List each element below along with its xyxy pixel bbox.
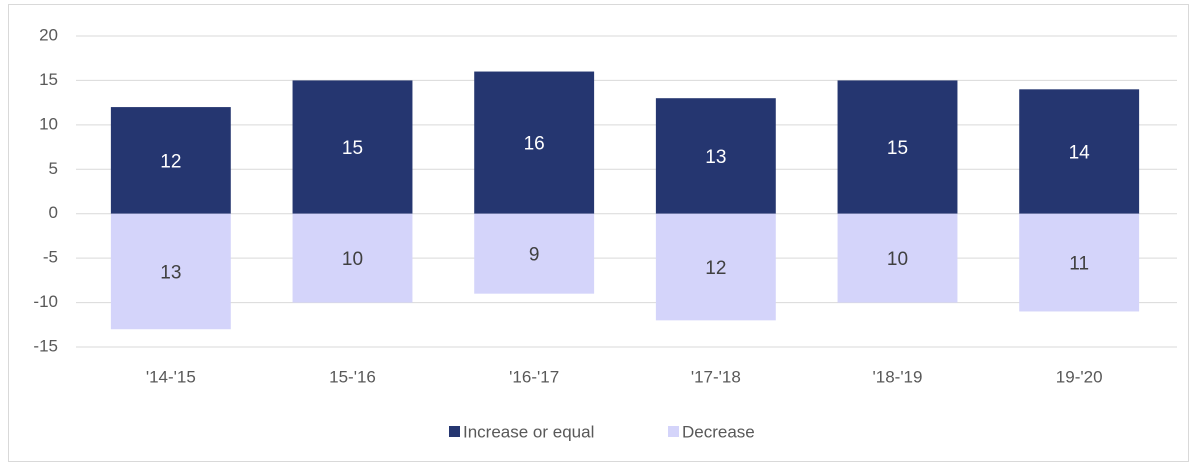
legend-label: Decrease xyxy=(682,422,755,441)
bar xyxy=(474,71,595,214)
data-label: 15 xyxy=(887,138,908,159)
bar xyxy=(655,213,776,321)
data-label: 10 xyxy=(887,249,908,270)
y-tick-label: -10 xyxy=(33,292,58,311)
data-label: 12 xyxy=(705,258,726,279)
y-tick-label: 0 xyxy=(49,203,58,222)
x-tick-label: '18-'19 xyxy=(873,367,923,386)
x-tick-label: 15-'16 xyxy=(329,367,376,386)
x-tick-label: 19-'20 xyxy=(1056,367,1103,386)
y-tick-label: -15 xyxy=(33,336,58,355)
legend-label: Increase or equal xyxy=(463,422,594,441)
y-tick-label: 20 xyxy=(39,25,58,44)
bar xyxy=(837,80,958,214)
bar xyxy=(292,80,413,214)
legend-swatch xyxy=(449,426,460,437)
bar xyxy=(655,98,776,214)
y-tick-label: 15 xyxy=(39,70,58,89)
data-label: 13 xyxy=(160,262,181,283)
data-label: 13 xyxy=(705,147,726,168)
bar xyxy=(110,107,231,214)
data-label: 9 xyxy=(529,245,540,266)
y-tick-label: 10 xyxy=(39,114,58,133)
x-tick-label: '16-'17 xyxy=(509,367,559,386)
bar xyxy=(1019,213,1140,312)
bar xyxy=(1019,89,1140,214)
data-label: 12 xyxy=(160,151,181,172)
x-tick-label: '14-'15 xyxy=(146,367,196,386)
bar xyxy=(292,213,413,303)
bar xyxy=(837,213,958,303)
x-tick-label: '17-'18 xyxy=(691,367,741,386)
bar xyxy=(110,213,231,330)
y-tick-label: 5 xyxy=(49,159,58,178)
data-label: 11 xyxy=(1069,254,1089,275)
data-label: 10 xyxy=(342,249,363,270)
y-tick-label: -5 xyxy=(43,248,58,267)
legend-swatch xyxy=(668,426,679,437)
data-label: 14 xyxy=(1069,143,1091,164)
bar xyxy=(474,213,595,294)
data-label: 15 xyxy=(342,138,363,159)
data-label: 16 xyxy=(524,134,545,155)
